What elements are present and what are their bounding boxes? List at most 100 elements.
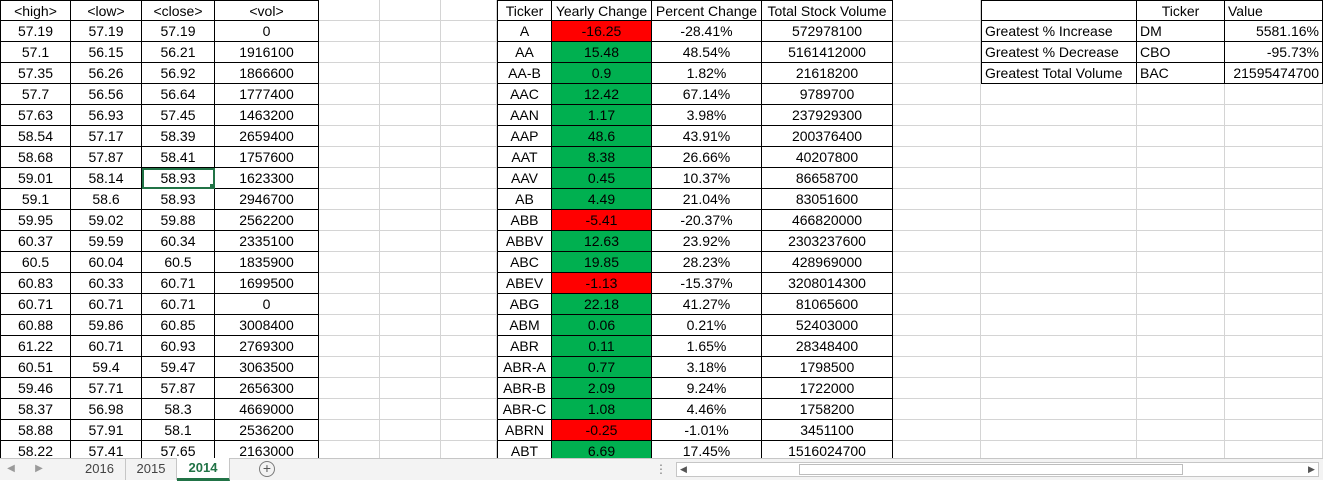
cell-low[interactable]: 59.59 bbox=[71, 231, 142, 252]
cell-percent-change[interactable]: 48.54% bbox=[652, 42, 762, 63]
cell-vol[interactable]: 1699500 bbox=[215, 273, 319, 294]
cell-total-volume[interactable]: 28348400 bbox=[762, 336, 893, 357]
empty-cell[interactable] bbox=[441, 84, 497, 105]
cell-close[interactable]: 59.88 bbox=[142, 210, 215, 231]
empty-cell[interactable] bbox=[1225, 210, 1323, 231]
cell-vol[interactable]: 2562200 bbox=[215, 210, 319, 231]
empty-cell[interactable] bbox=[1137, 336, 1225, 357]
empty-cell[interactable] bbox=[981, 210, 1137, 231]
empty-cell[interactable] bbox=[380, 84, 441, 105]
empty-cell[interactable] bbox=[1225, 168, 1323, 189]
empty-cell[interactable] bbox=[981, 189, 1137, 210]
empty-cell[interactable] bbox=[1137, 357, 1225, 378]
cell-low[interactable]: 60.71 bbox=[71, 336, 142, 357]
cell-total-volume[interactable]: 21618200 bbox=[762, 63, 893, 84]
cell-ticker[interactable]: ABR-A bbox=[497, 357, 552, 378]
cell-low[interactable]: 57.17 bbox=[71, 126, 142, 147]
empty-cell[interactable] bbox=[981, 357, 1137, 378]
empty-cell[interactable] bbox=[319, 315, 380, 336]
summary-value[interactable]: 5581.16% bbox=[1225, 21, 1323, 42]
cell-high[interactable]: 60.5 bbox=[0, 252, 71, 273]
cell-total-volume[interactable]: 2303237600 bbox=[762, 231, 893, 252]
cell-percent-change[interactable]: 0.21% bbox=[652, 315, 762, 336]
empty-cell[interactable] bbox=[319, 147, 380, 168]
cell-close[interactable]: 58.41 bbox=[142, 147, 215, 168]
empty-cell[interactable] bbox=[441, 231, 497, 252]
empty-cell[interactable] bbox=[981, 420, 1137, 441]
column-header-high[interactable]: <high> bbox=[0, 0, 71, 21]
cell-ticker[interactable]: AAC bbox=[497, 84, 552, 105]
empty-cell[interactable] bbox=[893, 42, 981, 63]
empty-cell[interactable] bbox=[441, 189, 497, 210]
empty-cell[interactable] bbox=[1137, 189, 1225, 210]
cell-percent-change[interactable]: 23.92% bbox=[652, 231, 762, 252]
empty-cell[interactable] bbox=[441, 420, 497, 441]
cell-yearly-change[interactable]: 22.18 bbox=[552, 294, 652, 315]
empty-cell[interactable] bbox=[1225, 273, 1323, 294]
cell-vol[interactable]: 4669000 bbox=[215, 399, 319, 420]
cell-close[interactable]: 56.92 bbox=[142, 63, 215, 84]
empty-cell[interactable] bbox=[380, 441, 441, 458]
empty-cell[interactable] bbox=[893, 441, 981, 458]
cell-total-volume[interactable]: 1722000 bbox=[762, 378, 893, 399]
empty-cell[interactable] bbox=[441, 168, 497, 189]
cell-total-volume[interactable]: 1516024700 bbox=[762, 441, 893, 458]
empty-cell[interactable] bbox=[981, 252, 1137, 273]
cell-percent-change[interactable]: -15.37% bbox=[652, 273, 762, 294]
cell-vol[interactable]: 1757600 bbox=[215, 147, 319, 168]
empty-cell[interactable] bbox=[1225, 294, 1323, 315]
cell-total-volume[interactable]: 52403000 bbox=[762, 315, 893, 336]
empty-cell[interactable] bbox=[319, 441, 380, 458]
sheet-tab-2016[interactable]: 2016 bbox=[74, 459, 126, 480]
cell-high[interactable]: 57.1 bbox=[0, 42, 71, 63]
cell-yearly-change[interactable]: 1.17 bbox=[552, 105, 652, 126]
empty-cell[interactable] bbox=[441, 399, 497, 420]
empty-cell[interactable] bbox=[893, 21, 981, 42]
cell-high[interactable]: 60.37 bbox=[0, 231, 71, 252]
empty-cell[interactable] bbox=[380, 21, 441, 42]
cell-ticker[interactable]: ABEV bbox=[497, 273, 552, 294]
cell-total-volume[interactable]: 86658700 bbox=[762, 168, 893, 189]
empty-cell[interactable] bbox=[1137, 378, 1225, 399]
empty-cell[interactable] bbox=[1137, 252, 1225, 273]
cell-vol[interactable]: 1623300 bbox=[215, 168, 319, 189]
cell-ticker[interactable]: ABC bbox=[497, 252, 552, 273]
empty-cell[interactable] bbox=[1225, 399, 1323, 420]
cell-close[interactable]: 58.93 bbox=[142, 189, 215, 210]
summary-header-value[interactable]: Value bbox=[1225, 0, 1323, 21]
empty-cell[interactable] bbox=[893, 63, 981, 84]
empty-cell[interactable] bbox=[1137, 168, 1225, 189]
empty-cell[interactable] bbox=[319, 126, 380, 147]
cell-ticker[interactable]: AAP bbox=[497, 126, 552, 147]
cell-close[interactable]: 57.19 bbox=[142, 21, 215, 42]
empty-cell[interactable] bbox=[441, 294, 497, 315]
cell-close[interactable]: 57.65 bbox=[142, 441, 215, 458]
cell-total-volume[interactable]: 40207800 bbox=[762, 147, 893, 168]
triangle-right-icon[interactable]: ▶ bbox=[35, 463, 43, 474]
cell-yearly-change[interactable]: 2.09 bbox=[552, 378, 652, 399]
cell-high[interactable]: 59.46 bbox=[0, 378, 71, 399]
cell-yearly-change[interactable]: 8.38 bbox=[552, 147, 652, 168]
empty-cell[interactable] bbox=[380, 294, 441, 315]
empty-cell[interactable] bbox=[319, 294, 380, 315]
cell-close[interactable]: 59.47 bbox=[142, 357, 215, 378]
cell-vol[interactable]: 2769300 bbox=[215, 336, 319, 357]
cell-percent-change[interactable]: 28.23% bbox=[652, 252, 762, 273]
empty-cell[interactable] bbox=[319, 357, 380, 378]
cell-yearly-change[interactable]: 1.08 bbox=[552, 399, 652, 420]
cell-ticker[interactable]: ABR-B bbox=[497, 378, 552, 399]
empty-cell[interactable] bbox=[1137, 147, 1225, 168]
empty-cell[interactable] bbox=[893, 126, 981, 147]
cell-high[interactable]: 60.83 bbox=[0, 273, 71, 294]
scrollbar-thumb[interactable] bbox=[799, 464, 1183, 475]
cell-percent-change[interactable]: 9.24% bbox=[652, 378, 762, 399]
empty-cell[interactable] bbox=[1225, 147, 1323, 168]
empty-cell[interactable] bbox=[893, 294, 981, 315]
empty-cell[interactable] bbox=[1137, 399, 1225, 420]
empty-cell[interactable] bbox=[1225, 357, 1323, 378]
empty-cell[interactable] bbox=[981, 441, 1137, 458]
cell-total-volume[interactable]: 83051600 bbox=[762, 189, 893, 210]
cell-vol[interactable]: 1916100 bbox=[215, 42, 319, 63]
cell-low[interactable]: 57.19 bbox=[71, 21, 142, 42]
empty-cell[interactable] bbox=[893, 147, 981, 168]
